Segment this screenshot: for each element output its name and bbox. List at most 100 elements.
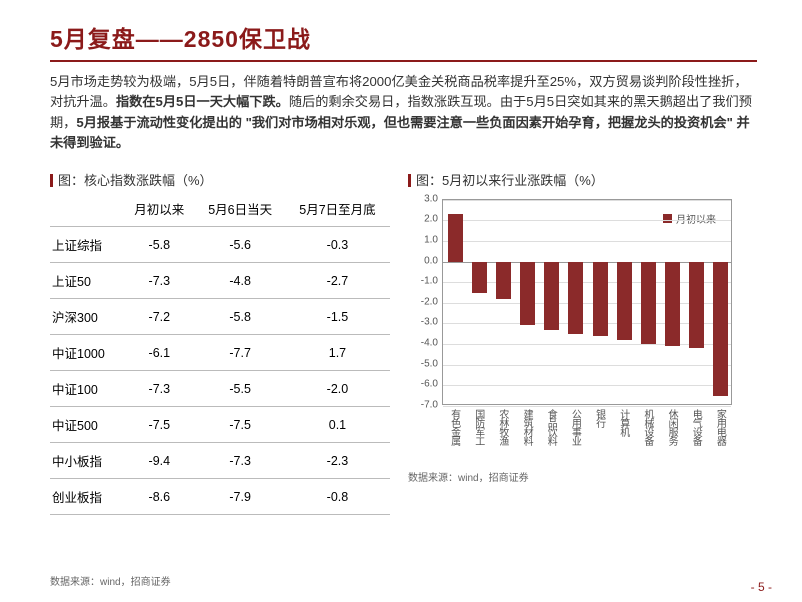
bar <box>496 262 511 299</box>
grid-line <box>443 323 731 324</box>
body-bold1: 指数在5月5日一天大幅下跌。 <box>116 94 289 109</box>
th-3-l1: 5月7日至月底 <box>299 203 375 217</box>
plot-area: 月初以来 <box>442 199 732 405</box>
th-3: 5月7日至月底 <box>285 195 390 227</box>
grid-line <box>443 385 731 386</box>
x-tick-label: 有色金属 <box>447 409 462 445</box>
body-paragraph: 5月市场走势较为极端，5月5日，伴随着特朗普宣布将2000亿美金关税商品税率提升… <box>50 72 757 154</box>
table-source: 数据来源：wind，招商证券 <box>50 573 171 588</box>
table-row: 中证500-7.5-7.50.1 <box>50 407 390 443</box>
th-1-l1: 月初以来 <box>134 203 184 217</box>
chart-panel-title: 图：5月初以来行业涨跌幅（%） <box>408 170 757 189</box>
cell-value: -4.8 <box>195 263 285 299</box>
grid-line <box>443 241 731 242</box>
legend-label: 月初以来 <box>676 211 716 226</box>
th-blank <box>50 195 123 227</box>
x-tick-label: 建筑材料 <box>519 409 534 445</box>
y-tick-label: -5.0 <box>408 358 438 369</box>
table-row: 中证100-7.3-5.5-2.0 <box>50 371 390 407</box>
cell-value: -9.4 <box>123 443 195 479</box>
row-label: 中证1000 <box>50 335 123 371</box>
cell-value: -8.6 <box>123 479 195 515</box>
x-tick-label: 农林牧渔 <box>495 409 510 445</box>
cell-value: -7.2 <box>123 299 195 335</box>
bar <box>641 262 656 344</box>
table-panel: 图：核心指数涨跌幅（%） 月初以来 5月6日当天 5月7日至月底 上证综指-5.… <box>50 170 390 516</box>
table-panel-title: 图：核心指数涨跌幅（%） <box>50 170 390 189</box>
grid-line <box>443 200 731 201</box>
cell-value: -0.3 <box>285 227 390 263</box>
cell-value: -7.7 <box>195 335 285 371</box>
y-tick-label: -6.0 <box>408 379 438 390</box>
cell-value: -6.1 <box>123 335 195 371</box>
bar <box>617 262 632 340</box>
slide: 5月复盘——2850保卫战 5月市场走势较为极端，5月5日，伴随着特朗普宣布将2… <box>0 0 802 602</box>
y-tick-label: 1.0 <box>408 235 438 246</box>
cell-value: -0.8 <box>285 479 390 515</box>
table-row: 沪深300-7.2-5.8-1.5 <box>50 299 390 335</box>
table-row: 中证1000-6.1-7.71.7 <box>50 335 390 371</box>
page-number: - 5 - <box>751 580 772 594</box>
x-tick-label: 休闲服务 <box>664 409 679 445</box>
cell-value: 0.1 <box>285 407 390 443</box>
row-label: 沪深300 <box>50 299 123 335</box>
bar <box>472 262 487 293</box>
x-tick-label: 国防军工 <box>471 409 486 445</box>
charts-row: 图：核心指数涨跌幅（%） 月初以来 5月6日当天 5月7日至月底 上证综指-5.… <box>50 170 757 516</box>
bar <box>593 262 608 336</box>
cell-value: -2.7 <box>285 263 390 299</box>
x-tick-label: 电气设备 <box>688 409 703 445</box>
y-tick-label: -4.0 <box>408 338 438 349</box>
page-title: 5月复盘——2850保卫战 <box>50 20 757 54</box>
cell-value: -5.8 <box>123 227 195 263</box>
body-bold2: 5月报基于流动性变化提出的 "我们对市场相对乐观，但也需要注意一些负面因素开始孕… <box>50 115 750 150</box>
y-tick-label: -7.0 <box>408 399 438 410</box>
table-header-row: 月初以来 5月6日当天 5月7日至月底 <box>50 195 390 227</box>
y-tick-label: 2.0 <box>408 214 438 225</box>
row-label: 中小板指 <box>50 443 123 479</box>
row-label: 上证综指 <box>50 227 123 263</box>
x-axis-labels: 有色金属国防军工农林牧渔建筑材料食品饮料公用事业银行计算机机械设备休闲服务电气设… <box>442 409 732 465</box>
bar <box>665 262 680 346</box>
grid-line <box>443 344 731 345</box>
index-table: 月初以来 5月6日当天 5月7日至月底 上证综指-5.8-5.6-0.3上证50… <box>50 195 390 516</box>
cell-value: -2.3 <box>285 443 390 479</box>
cell-value: -5.5 <box>195 371 285 407</box>
row-label: 中证500 <box>50 407 123 443</box>
cell-value: -7.3 <box>195 443 285 479</box>
table-row: 中小板指-9.4-7.3-2.3 <box>50 443 390 479</box>
table-row: 创业板指-8.6-7.9-0.8 <box>50 479 390 515</box>
th-2-l1: 5月6日当天 <box>208 203 272 217</box>
legend-swatch <box>663 214 672 223</box>
y-tick-label: 3.0 <box>408 193 438 204</box>
chart-panel: 图：5月初以来行业涨跌幅（%） 月初以来 有色金属国防军工农林牧渔建筑材料食品饮… <box>408 170 757 516</box>
y-tick-label: -2.0 <box>408 296 438 307</box>
cell-value: -5.6 <box>195 227 285 263</box>
th-2: 5月6日当天 <box>195 195 285 227</box>
bar <box>713 262 728 396</box>
cell-value: -7.9 <box>195 479 285 515</box>
row-label: 中证100 <box>50 371 123 407</box>
x-tick-label: 机械设备 <box>640 409 655 445</box>
cell-value: -7.3 <box>123 263 195 299</box>
bar <box>448 214 463 261</box>
bar <box>689 262 704 349</box>
grid-line <box>443 406 731 407</box>
cell-value: -2.0 <box>285 371 390 407</box>
y-tick-label: -3.0 <box>408 317 438 328</box>
grid-line <box>443 220 731 221</box>
row-label: 上证50 <box>50 263 123 299</box>
cell-value: -7.5 <box>123 407 195 443</box>
bar-chart: 月初以来 有色金属国防军工农林牧渔建筑材料食品饮料公用事业银行计算机机械设备休闲… <box>408 195 738 465</box>
y-tick-label: 0.0 <box>408 255 438 266</box>
y-tick-label: -1.0 <box>408 276 438 287</box>
x-tick-label: 公用事业 <box>567 409 582 445</box>
bar <box>544 262 559 330</box>
cell-value: -1.5 <box>285 299 390 335</box>
bar <box>568 262 583 334</box>
bar <box>520 262 535 326</box>
cell-value: -5.8 <box>195 299 285 335</box>
cell-value: -7.3 <box>123 371 195 407</box>
row-label: 创业板指 <box>50 479 123 515</box>
th-1: 月初以来 <box>123 195 195 227</box>
